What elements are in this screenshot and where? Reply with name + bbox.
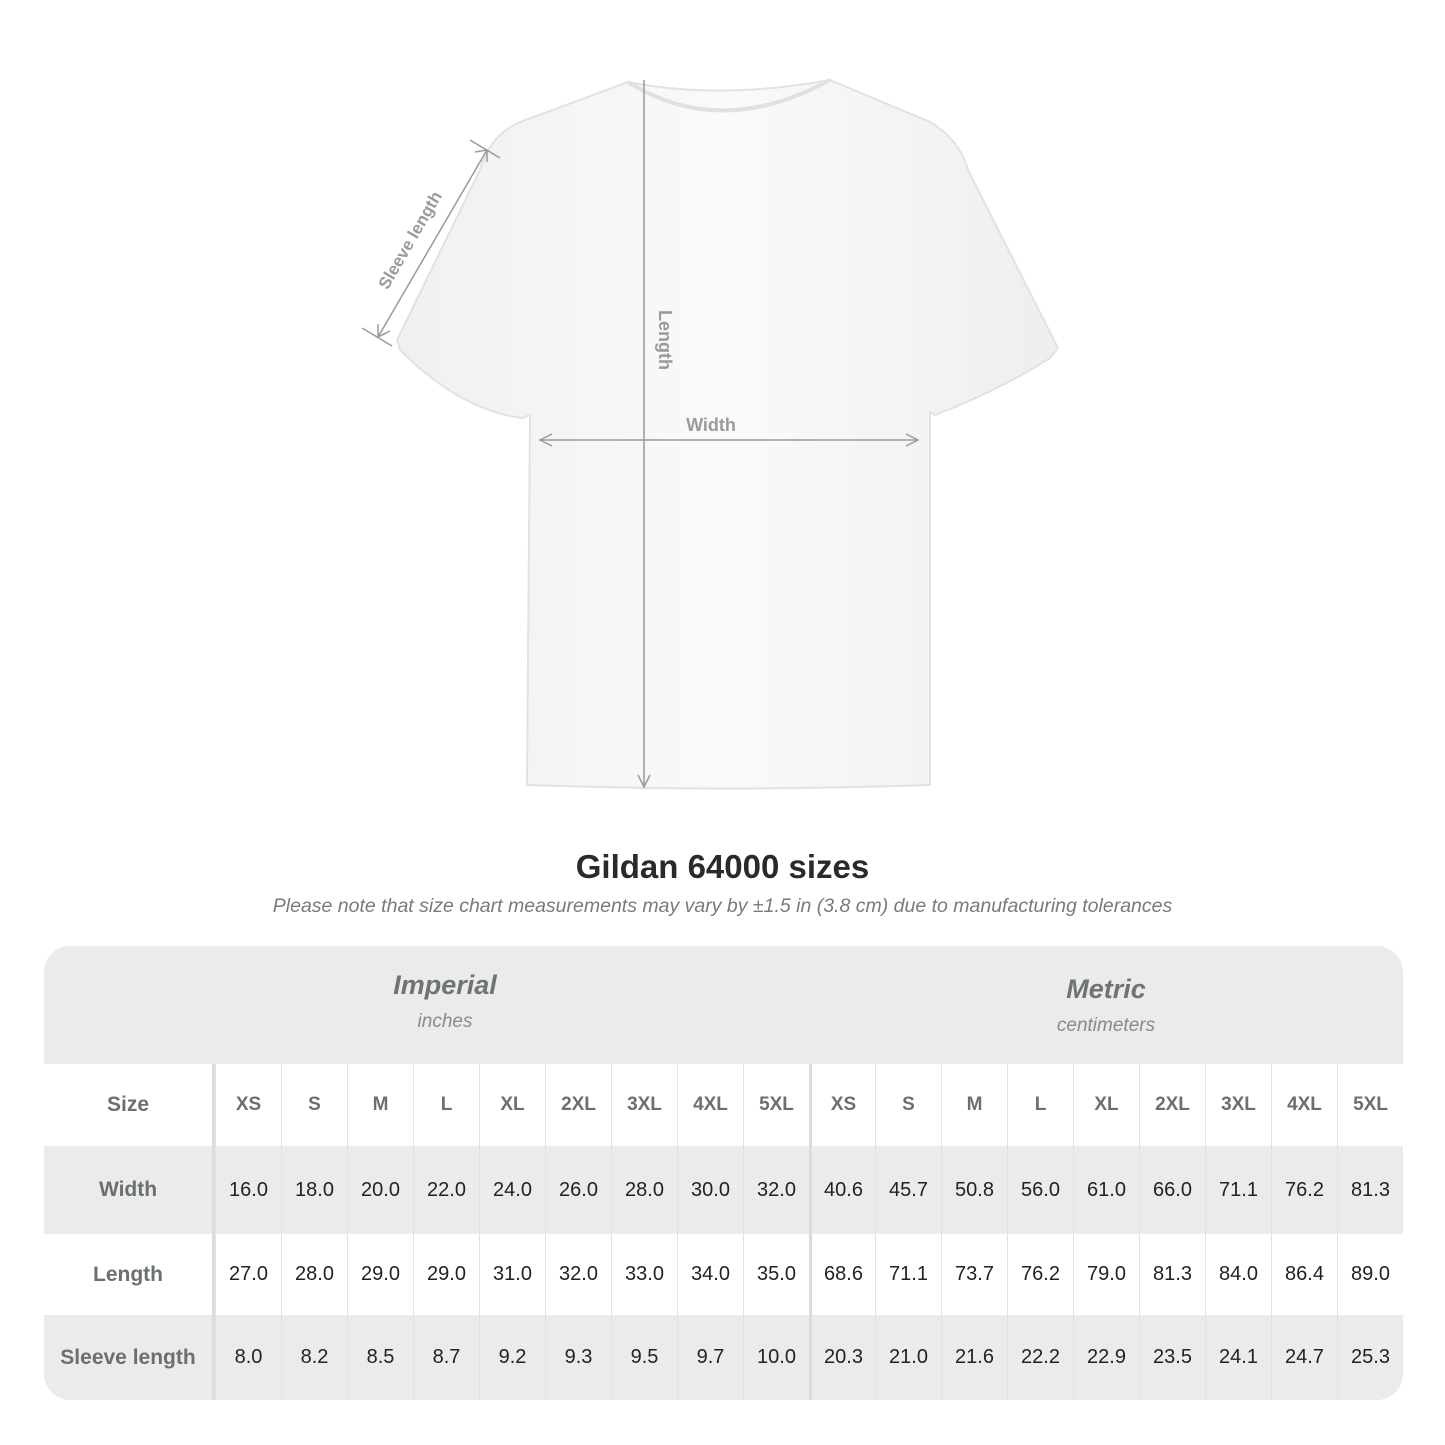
imperial-value-cell: 8.0 [215, 1315, 281, 1400]
imperial-value-cell: 9.5 [611, 1315, 677, 1400]
metric-value-cell: 73.7 [941, 1234, 1007, 1315]
imperial-unit: inches [417, 1011, 473, 1032]
metric-value-cell: 66.0 [1139, 1146, 1205, 1234]
size-header-cell: 3XL [1205, 1064, 1271, 1146]
metric-value-cell: 81.3 [1337, 1146, 1403, 1234]
size-header-cell: S [281, 1064, 347, 1146]
imperial-value-cell: 28.0 [611, 1146, 677, 1234]
row-label: Length [44, 1234, 215, 1315]
imperial-value-cell: 28.0 [281, 1234, 347, 1315]
length-label: Length [655, 310, 675, 370]
size-table: Imperial inches Metric centimeters Size X… [44, 946, 1403, 1400]
imperial-value-cell: 24.0 [479, 1146, 545, 1234]
metric-value-cell: 22.2 [1007, 1315, 1073, 1400]
imperial-value-cell: 18.0 [281, 1146, 347, 1234]
metric-value-cell: 76.2 [1271, 1146, 1337, 1234]
size-header-cell: M [347, 1064, 413, 1146]
size-header-cell: M [941, 1064, 1007, 1146]
metric-value-cell: 71.1 [875, 1234, 941, 1315]
table-row: Width 16.0 18.0 20.0 22.0 24.0 26.0 28.0 30.0 32.… [44, 1146, 1403, 1234]
size-header-cell: L [1007, 1064, 1073, 1146]
size-header-row: Size XS S M L XL 2XL 3XL 4XL 5XL XS S M L XL 2XL 3XL 4XL 5… [44, 1064, 1403, 1146]
metric-value-cell: 76.2 [1007, 1234, 1073, 1315]
size-header-cell: 5XL [1337, 1064, 1403, 1146]
row-label: Sleeve length [44, 1315, 215, 1400]
metric-value-cell: 79.0 [1073, 1234, 1139, 1315]
imperial-value-cell: 10.0 [743, 1315, 809, 1400]
row-label: Size [44, 1064, 215, 1146]
size-header-cell: 4XL [677, 1064, 743, 1146]
metric-value-cell: 50.8 [941, 1146, 1007, 1234]
metric-unit: centimeters [1056, 1015, 1156, 1036]
imperial-value-cell: 9.2 [479, 1315, 545, 1400]
imperial-value-cell: 26.0 [545, 1146, 611, 1234]
metric-value-cell: 22.9 [1073, 1315, 1139, 1400]
imperial-value-cell: 29.0 [413, 1234, 479, 1315]
metric-value-cell: 21.0 [875, 1315, 941, 1400]
metric-value-cell: 81.3 [1139, 1234, 1205, 1315]
size-header-cell: XL [479, 1064, 545, 1146]
metric-header: Metric centimeters [809, 974, 1403, 1037]
tshirt-diagram: Width Length Sleeve length [361, 78, 1060, 790]
metric-value-cell: 45.7 [875, 1146, 941, 1234]
size-header-cell: 2XL [545, 1064, 611, 1146]
metric-value-cell: 23.5 [1139, 1315, 1205, 1400]
metric-value-cell: 84.0 [1205, 1234, 1271, 1315]
imperial-value-cell: 31.0 [479, 1234, 545, 1315]
size-header-cell: 5XL [743, 1064, 809, 1146]
metric-value-cell: 61.0 [1073, 1146, 1139, 1234]
metric-value-cell: 71.1 [1205, 1146, 1271, 1234]
imperial-value-cell: 30.0 [677, 1146, 743, 1234]
metric-value-cell: 25.3 [1337, 1315, 1403, 1400]
metric-value-cell: 56.0 [1007, 1146, 1073, 1234]
imperial-value-cell: 32.0 [545, 1234, 611, 1315]
metric-value-cell: 24.7 [1271, 1315, 1337, 1400]
collar [626, 78, 831, 113]
imperial-header: Imperial inches [215, 970, 675, 1033]
imperial-value-cell: 9.7 [677, 1315, 743, 1400]
tolerance-note: Please note that size chart measurements… [272, 895, 1173, 917]
size-header-cell: XL [1073, 1064, 1139, 1146]
imperial-title: Imperial [393, 970, 497, 1000]
size-header-cell: L [413, 1064, 479, 1146]
size-header-cell: 3XL [611, 1064, 677, 1146]
table-row: Sleeve length 8.0 8.2 8.5 8.7 9.2 9.3 9.5 9.7 10.… [44, 1315, 1403, 1400]
imperial-value-cell: 33.0 [611, 1234, 677, 1315]
metric-value-cell: 89.0 [1337, 1234, 1403, 1315]
size-header-cell: XS [215, 1064, 281, 1146]
size-header-cell: 2XL [1139, 1064, 1205, 1146]
width-label: Width [686, 415, 736, 435]
imperial-value-cell: 9.3 [545, 1315, 611, 1400]
metric-value-cell: 68.6 [809, 1234, 875, 1315]
imperial-value-cell: 8.2 [281, 1315, 347, 1400]
imperial-value-cell: 8.5 [347, 1315, 413, 1400]
imperial-value-cell: 20.0 [347, 1146, 413, 1234]
sleeve-line [377, 149, 488, 338]
metric-value-cell: 40.6 [809, 1146, 875, 1234]
size-header-cell: S [875, 1064, 941, 1146]
imperial-value-cell: 8.7 [413, 1315, 479, 1400]
metric-value-cell: 86.4 [1271, 1234, 1337, 1315]
imperial-value-cell: 27.0 [215, 1234, 281, 1315]
metric-value-cell: 21.6 [941, 1315, 1007, 1400]
imperial-value-cell: 34.0 [677, 1234, 743, 1315]
metric-value-cell: 24.1 [1205, 1315, 1271, 1400]
size-header-cell: XS [809, 1064, 875, 1146]
imperial-value-cell: 16.0 [215, 1146, 281, 1234]
table-header: Imperial inches Metric centimeters [44, 946, 1403, 1064]
imperial-value-cell: 32.0 [743, 1146, 809, 1234]
metric-title: Metric [1066, 974, 1146, 1004]
imperial-value-cell: 35.0 [743, 1234, 809, 1315]
row-label: Width [44, 1146, 215, 1234]
page-title: Gildan 64000 sizes [575, 848, 870, 885]
size-header-cell: 4XL [1271, 1064, 1337, 1146]
imperial-value-cell: 22.0 [413, 1146, 479, 1234]
table-row: Length 27.0 28.0 29.0 29.0 31.0 32.0 33.0 34.0 35… [44, 1234, 1403, 1315]
metric-value-cell: 20.3 [809, 1315, 875, 1400]
imperial-value-cell: 29.0 [347, 1234, 413, 1315]
